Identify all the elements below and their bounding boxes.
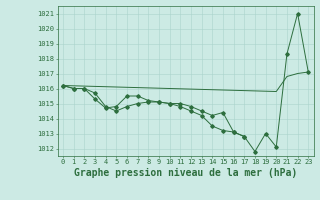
X-axis label: Graphe pression niveau de la mer (hPa): Graphe pression niveau de la mer (hPa): [74, 168, 297, 178]
